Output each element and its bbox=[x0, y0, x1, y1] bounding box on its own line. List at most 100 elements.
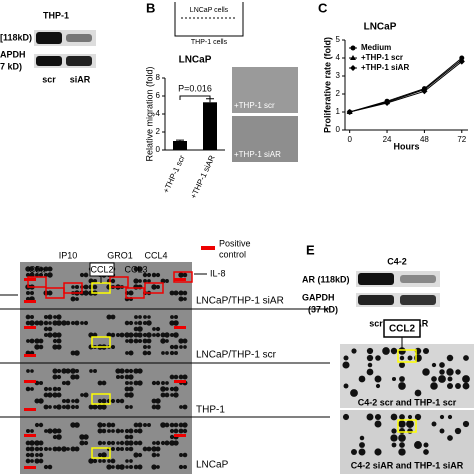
array-spot bbox=[455, 383, 461, 389]
array-spot bbox=[133, 326, 139, 332]
highlight bbox=[173, 271, 193, 283]
array-spot bbox=[374, 448, 382, 456]
array-spot bbox=[351, 449, 357, 455]
array-spot bbox=[128, 392, 134, 398]
array-spot bbox=[47, 314, 53, 320]
well bbox=[174, 2, 244, 37]
array-spot bbox=[398, 347, 406, 355]
array-spot bbox=[178, 422, 184, 428]
array-spot bbox=[160, 278, 166, 284]
array-spot bbox=[52, 368, 58, 374]
array-spot bbox=[133, 452, 139, 458]
control-mark bbox=[24, 354, 36, 357]
band bbox=[400, 275, 436, 283]
array-spot bbox=[155, 404, 161, 410]
x-tick-label: 24 bbox=[383, 135, 392, 144]
array-spot bbox=[29, 290, 35, 296]
ccl2-box bbox=[91, 447, 111, 459]
control-mark bbox=[174, 326, 186, 329]
array-spot bbox=[169, 290, 175, 296]
legend-label: +THP-1 scr bbox=[361, 53, 403, 62]
array-spot bbox=[342, 361, 350, 369]
array-spot bbox=[173, 374, 179, 380]
array-spot bbox=[133, 464, 139, 470]
array-spot bbox=[43, 272, 49, 278]
array-spot bbox=[178, 338, 184, 344]
array-spot bbox=[61, 446, 67, 452]
control-mark bbox=[174, 434, 186, 437]
array-spot bbox=[128, 338, 134, 344]
array-spot bbox=[147, 345, 151, 349]
array-spot bbox=[107, 429, 111, 433]
array-spot bbox=[133, 428, 139, 434]
array-spot bbox=[169, 440, 175, 446]
array-spot bbox=[447, 435, 453, 441]
array-spot bbox=[52, 386, 58, 392]
array-spot bbox=[169, 374, 175, 380]
lane-label: scr bbox=[42, 74, 56, 84]
array-spot bbox=[375, 383, 381, 389]
array-spot bbox=[146, 338, 152, 344]
array-spot bbox=[56, 404, 62, 410]
cytokine-label: GRO1 bbox=[107, 250, 133, 260]
array-spot bbox=[431, 376, 437, 382]
array-spot bbox=[38, 320, 44, 326]
control-mark bbox=[174, 278, 186, 281]
legend-swatch bbox=[201, 246, 215, 250]
array-spot bbox=[160, 338, 166, 344]
array-spot bbox=[34, 458, 40, 464]
band bbox=[66, 56, 92, 66]
array-spot bbox=[462, 420, 470, 428]
array-spot bbox=[71, 399, 75, 403]
array-label: C4-2 siAR and THP-1 siAR bbox=[351, 460, 464, 470]
array-spot bbox=[173, 290, 179, 296]
array-spot bbox=[65, 398, 71, 404]
array-spot bbox=[156, 453, 160, 457]
annotation: P=0.016 bbox=[178, 83, 212, 93]
array-spot bbox=[25, 290, 31, 296]
array-spot bbox=[65, 404, 71, 410]
array-spot bbox=[70, 446, 76, 452]
array-spot bbox=[61, 404, 67, 410]
array-spot bbox=[155, 326, 161, 332]
array-spot bbox=[137, 422, 143, 428]
array-spot bbox=[358, 375, 366, 383]
array-spot bbox=[61, 368, 67, 374]
micrograph bbox=[232, 67, 298, 113]
array-spot bbox=[30, 429, 34, 433]
array-spot bbox=[151, 380, 157, 386]
array-spot bbox=[146, 320, 152, 326]
panel-letter: C bbox=[318, 0, 328, 15]
array-spot bbox=[143, 423, 147, 427]
array-spot bbox=[70, 422, 76, 428]
array-spot bbox=[399, 428, 405, 434]
array-spot bbox=[102, 459, 106, 463]
array-spot bbox=[61, 380, 67, 386]
array-spot bbox=[134, 315, 138, 319]
array-spot bbox=[119, 332, 125, 338]
array-spot bbox=[169, 344, 175, 350]
array-spot bbox=[119, 440, 125, 446]
array-spot bbox=[34, 266, 40, 272]
array-spot bbox=[79, 272, 85, 278]
array-spot bbox=[398, 382, 406, 390]
array-spot bbox=[74, 446, 80, 452]
array-spot bbox=[70, 368, 76, 374]
array-spot bbox=[137, 320, 143, 326]
band-label: APDH bbox=[0, 49, 26, 59]
cytokine-label: IP10 bbox=[59, 250, 78, 260]
array-spot bbox=[173, 386, 179, 392]
array-spot bbox=[142, 350, 148, 356]
array-spot bbox=[182, 290, 188, 296]
bar bbox=[173, 141, 187, 150]
array-spot bbox=[25, 452, 31, 458]
array-spot bbox=[93, 369, 97, 373]
array-spot bbox=[390, 347, 398, 355]
legend-label: control bbox=[219, 249, 246, 259]
array-spot bbox=[414, 441, 422, 449]
array-spot bbox=[56, 392, 62, 398]
array-spot bbox=[128, 332, 134, 338]
band bbox=[358, 273, 394, 285]
array-spot bbox=[133, 278, 139, 284]
